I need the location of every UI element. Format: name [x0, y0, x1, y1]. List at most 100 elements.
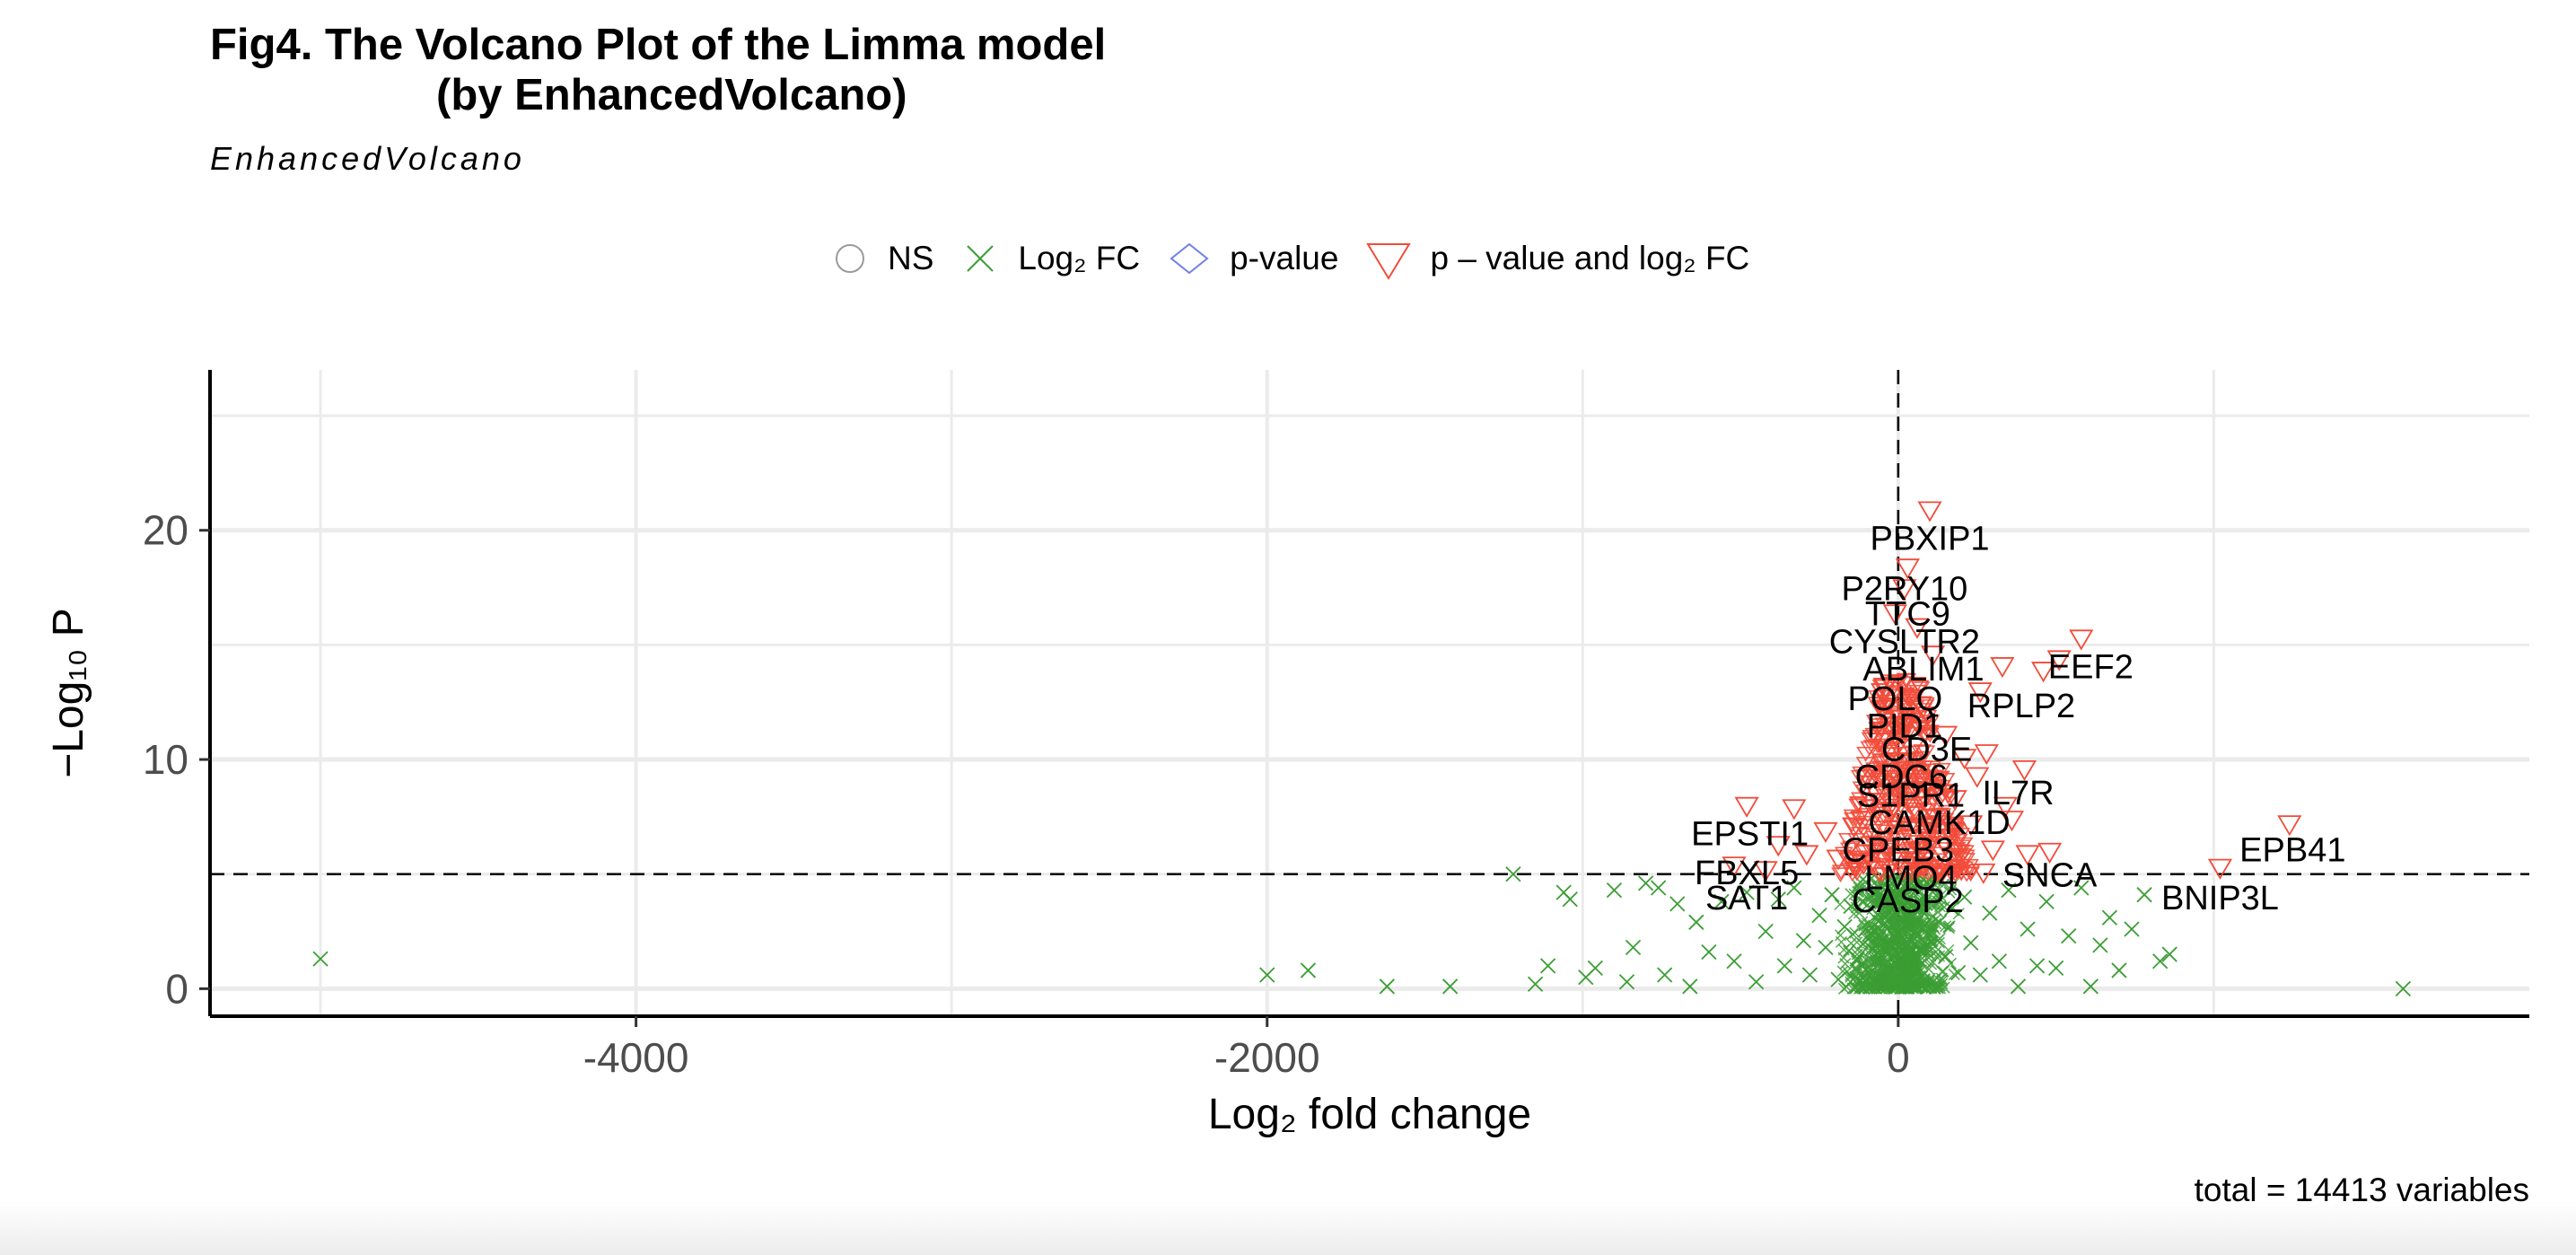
point-pvalue-and-log2fc: [1898, 753, 1918, 769]
point-log2fc: [1906, 917, 1919, 930]
point-pvalue-and-log2fc: [1863, 835, 1883, 851]
point-pvalue-and-log2fc: [1794, 845, 1819, 866]
legend-item-ns: NS: [830, 239, 933, 278]
point-pvalue-and-log2fc: [2015, 845, 2040, 866]
point-pvalue-and-log2fc: [1951, 865, 1971, 882]
point-pvalue-and-log2fc: [1871, 721, 1891, 737]
point-log2fc: [1852, 879, 1864, 891]
point-pvalue-and-log2fc: [1843, 809, 1862, 825]
point-pvalue-and-log2fc: [1897, 726, 1917, 742]
point-log2fc: [1893, 930, 1910, 946]
point-log2fc: [1901, 974, 1914, 987]
point-pvalue-and-log2fc: [2046, 650, 2072, 671]
gene-label: PID1: [1867, 708, 1942, 746]
point-pvalue-and-log2fc: [1782, 799, 1807, 821]
point-log2fc: [1896, 929, 1908, 942]
point-pvalue-and-log2fc: [1914, 838, 1933, 853]
point-log2fc: [1527, 976, 1544, 992]
gene-label: CD3E: [1881, 731, 1972, 768]
point-log2fc: [1916, 905, 1930, 917]
point-log2fc: [1943, 886, 1956, 899]
point-pvalue-and-log2fc: [1930, 771, 1949, 786]
point-pvalue-and-log2fc: [1949, 844, 1968, 859]
point-pvalue-and-log2fc: [1904, 780, 1923, 796]
point-pvalue-and-log2fc: [1905, 802, 1924, 818]
point-log2fc: [1887, 920, 1899, 933]
point-log2fc: [1770, 891, 1786, 908]
point-log2fc: [312, 951, 329, 967]
point-pvalue-and-log2fc: [1859, 836, 1879, 852]
point-pvalue-and-log2fc: [1945, 866, 1965, 882]
chart-title: Fig4. The Volcano Plot of the Limma mode…: [210, 20, 1106, 120]
point-pvalue-and-log2fc: [1851, 854, 1876, 875]
point-pvalue-and-log2fc: [1980, 840, 2005, 862]
point-log2fc: [1739, 884, 1755, 900]
point-pvalue-and-log2fc: [1889, 776, 1909, 792]
point-pvalue-and-log2fc: [1894, 676, 1914, 691]
point-log2fc: [1379, 979, 1395, 995]
point-pvalue-and-log2fc: [1882, 604, 1907, 626]
gene-label: CASP2: [1852, 882, 1964, 920]
point-log2fc: [1834, 898, 1846, 911]
point-log2fc: [1868, 936, 1880, 949]
point-log2fc: [1876, 979, 1889, 991]
point-pvalue-and-log2fc: [1831, 867, 1851, 882]
point-log2fc: [1921, 979, 1933, 992]
point-log2fc: [1880, 937, 1893, 950]
y-tick-label: 20: [143, 507, 188, 554]
legend-diamond-icon: [1170, 242, 1209, 275]
point-pvalue-and-log2fc: [1863, 783, 1888, 804]
point-pvalue-and-log2fc: [1971, 863, 1996, 884]
point-pvalue-and-log2fc: [1942, 790, 1967, 812]
point-log2fc: [2152, 953, 2169, 970]
gene-label: P2RY10: [1841, 571, 1967, 609]
gene-label: LMO4: [1864, 859, 1957, 897]
point-log2fc: [1906, 883, 1919, 896]
point-log2fc: [1887, 969, 1903, 986]
gene-label: IL7R: [1982, 775, 2054, 812]
point-log2fc: [1818, 939, 1834, 956]
point-pvalue-and-log2fc: [1917, 501, 1942, 522]
point-pvalue-and-log2fc: [1880, 840, 1900, 856]
point-pvalue-and-log2fc: [2011, 759, 2037, 782]
point-log2fc: [1857, 956, 1870, 969]
point-pvalue-and-log2fc: [1837, 833, 1857, 848]
point-pvalue-and-log2fc: [1867, 733, 1892, 754]
point-pvalue-and-log2fc: [1889, 767, 1909, 782]
point-log2fc: [1606, 882, 1623, 899]
point-pvalue-and-log2fc: [1871, 683, 1889, 699]
point-log2fc: [1657, 967, 1673, 983]
point-pvalue-and-log2fc: [1913, 821, 1932, 837]
point-log2fc: [1259, 967, 1275, 983]
point-pvalue-and-log2fc: [1930, 867, 1950, 883]
chart-title-line1: Fig4. The Volcano Plot of the Limma mode…: [210, 21, 1107, 69]
point-pvalue-and-log2fc: [1826, 849, 1851, 871]
gene-label: CYSLTR2: [1829, 623, 1980, 661]
gene-label: SAT1: [1705, 880, 1788, 917]
point-log2fc: [1930, 950, 1942, 962]
point-pvalue-and-log2fc: [1905, 618, 1930, 639]
point-pvalue-and-log2fc: [1861, 800, 1879, 815]
point-log2fc: [1866, 929, 1879, 942]
point-log2fc: [1942, 943, 1955, 956]
point-log2fc: [1963, 935, 1979, 951]
point-pvalue-and-log2fc: [1734, 796, 1759, 818]
point-pvalue-and-log2fc: [1920, 645, 1946, 667]
point-log2fc: [1869, 950, 1881, 962]
point-pvalue-and-log2fc: [1920, 724, 1940, 741]
point-pvalue-and-log2fc: [2277, 815, 2302, 837]
point-pvalue-and-log2fc: [1897, 768, 1917, 783]
point-pvalue-and-log2fc: [1858, 828, 1878, 844]
point-pvalue-and-log2fc: [1958, 815, 1984, 837]
point-pvalue-and-log2fc: [1886, 852, 1911, 873]
point-pvalue-and-log2fc: [1933, 725, 1958, 747]
legend-item-log2fc: Log₂ FC: [960, 239, 1140, 278]
point-log2fc: [1625, 939, 1642, 956]
point-log2fc: [1811, 908, 1827, 924]
point-log2fc: [1871, 960, 1883, 972]
point-pvalue-and-log2fc: [1918, 763, 1937, 779]
point-log2fc: [1919, 918, 1932, 931]
gene-label: ABLIM1: [1862, 651, 1984, 689]
point-pvalue-and-log2fc: [1766, 836, 1791, 857]
point-log2fc: [1937, 948, 1954, 965]
